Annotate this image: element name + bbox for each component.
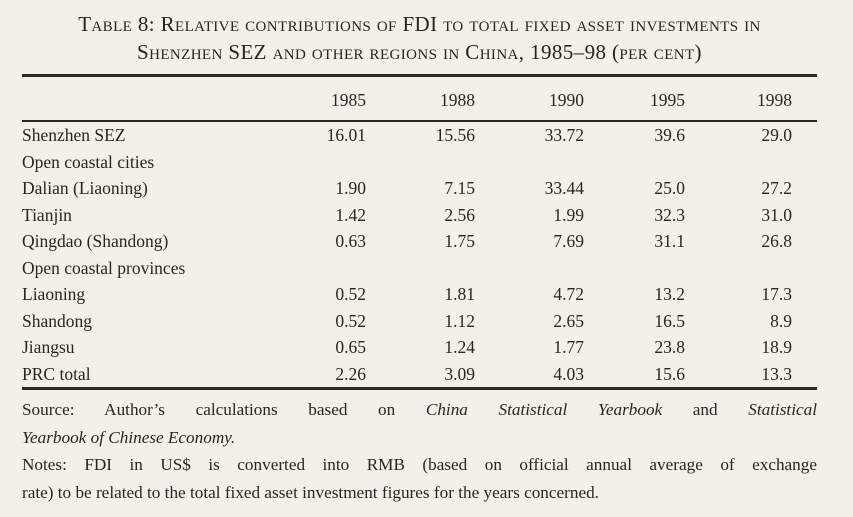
table-title-line2: Shenzhen SEZ and other regions in China,… — [137, 40, 702, 64]
table-row: Jiangsu 0.65 1.24 1.77 23.8 18.9 — [22, 334, 792, 361]
cell-value: 16.5 — [654, 310, 685, 331]
row-label: Jiangsu — [22, 337, 75, 357]
cell-value: 2.56 — [444, 204, 475, 225]
table-row: Liaoning 0.52 1.81 4.72 13.2 17.3 — [22, 281, 792, 308]
cell-value: 31.0 — [761, 204, 792, 225]
cell-value: 16.01 — [326, 125, 366, 145]
year-column-header: 1990 — [549, 89, 584, 110]
cell-value: 0.65 — [335, 337, 366, 357]
year-column-header: 1988 — [440, 89, 475, 110]
table-title: Table 8: Relative contributions of FDI t… — [22, 10, 817, 66]
cell-value: 2.65 — [553, 310, 584, 331]
data-table: 1985 1988 1990 1995 1998 Shenzhen SEZ 16.… — [22, 77, 817, 390]
table-row: Dalian (Liaoning) 1.90 7.15 33.44 25.0 27.2 — [22, 175, 792, 202]
cell-value — [685, 255, 792, 282]
source-text: and — [662, 400, 749, 419]
year-column-header: 1995 — [650, 89, 685, 110]
cell-value — [475, 149, 584, 176]
cell-value — [475, 255, 584, 282]
cell-value: 25.0 — [654, 178, 685, 198]
table-top-rule — [22, 74, 817, 77]
cell-value: 4.03 — [553, 363, 584, 384]
cell-value — [584, 149, 685, 176]
source-text: Source: Author’s calculations based on — [22, 400, 426, 419]
scanned-paper-page: Table 8: Relative contributions of FDI t… — [22, 10, 817, 506]
cell-value: 4.72 — [553, 284, 584, 304]
cell-value — [366, 255, 475, 282]
source-line: Yearbook of Chinese Economy. — [22, 424, 817, 452]
notes-paragraph: Notes: FDI in US$ is converted into RMB … — [22, 451, 817, 506]
cell-value — [685, 149, 792, 176]
cell-value: 1.42 — [335, 204, 366, 225]
row-label: PRC total — [22, 363, 91, 384]
table-row: Tianjin 1.42 2.56 1.99 32.3 31.0 — [22, 202, 792, 229]
cell-value: 39.6 — [654, 125, 685, 145]
cell-value: 1.75 — [444, 231, 475, 251]
source-line: Source: Author’s calculations based on C… — [22, 396, 817, 424]
notes-line: rate) to be related to the total fixed a… — [22, 482, 599, 502]
cell-value: 1.77 — [553, 337, 584, 357]
cell-value: 17.3 — [761, 284, 792, 304]
empty-header-cell — [22, 113, 292, 120]
source-italic-text: Yearbook of Chinese Economy. — [22, 427, 236, 447]
cell-value: 1.99 — [553, 204, 584, 225]
cell-value: 0.52 — [335, 284, 366, 304]
table-row: Qingdao (Shandong) 0.63 1.75 7.69 31.1 26.8 — [22, 228, 792, 255]
row-label: Shenzhen SEZ — [22, 125, 126, 145]
cell-value: 2.26 — [335, 363, 366, 384]
cell-value: 0.63 — [335, 231, 366, 251]
cell-value: 33.72 — [544, 125, 584, 145]
cell-value: 1.81 — [444, 284, 475, 304]
table-row: Shenzhen SEZ 16.01 15.56 33.72 39.6 29.0 — [22, 122, 792, 149]
cell-value — [584, 255, 685, 282]
cell-value: 29.0 — [761, 125, 792, 145]
table-title-line1: Table 8: Relative contributions of FDI t… — [78, 12, 761, 36]
table-bottom-rule — [22, 387, 817, 390]
cell-value: 15.6 — [654, 363, 685, 384]
cell-value: 13.3 — [761, 363, 792, 384]
cell-value: 23.8 — [654, 337, 685, 357]
table-row: Open coastal cities — [22, 149, 792, 176]
cell-value: 15.56 — [435, 125, 475, 145]
table-body: Shenzhen SEZ 16.01 15.56 33.72 39.6 29.0 Open … — [22, 122, 817, 387]
header-rule — [22, 120, 817, 122]
table-row: Open coastal provinces — [22, 255, 792, 282]
cell-value: 27.2 — [761, 178, 792, 198]
row-label: Dalian (Liaoning) — [22, 178, 148, 198]
cell-value: 1.24 — [444, 337, 475, 357]
table-row: PRC total 2.26 3.09 4.03 15.6 13.3 — [22, 361, 792, 388]
cell-value: 13.2 — [654, 284, 685, 304]
cell-value: 26.8 — [761, 231, 792, 251]
cell-value — [366, 149, 475, 176]
row-label: Liaoning — [22, 284, 86, 304]
year-column-header: 1985 — [331, 89, 366, 110]
cell-value: 1.90 — [335, 178, 366, 198]
cell-value — [292, 149, 366, 176]
table-header-row: 1985 1988 1990 1995 1998 — [22, 77, 792, 120]
row-label: Open coastal cities — [22, 151, 155, 172]
notes-line: Notes: FDI in US$ is converted into RMB … — [22, 455, 817, 474]
cell-value: 0.52 — [335, 310, 366, 331]
cell-value: 8.9 — [770, 310, 792, 331]
row-label: Qingdao (Shandong) — [22, 231, 169, 251]
cell-value: 31.1 — [654, 231, 685, 251]
row-label: Open coastal provinces — [22, 257, 186, 278]
row-label: Shandong — [22, 310, 92, 331]
cell-value: 32.3 — [654, 204, 685, 225]
year-column-header: 1998 — [757, 89, 792, 110]
cell-value: 33.44 — [544, 178, 584, 198]
cell-value: 18.9 — [761, 337, 792, 357]
row-label: Tianjin — [22, 204, 72, 225]
source-italic-text: China Statistical Yearbook — [425, 400, 663, 419]
cell-value: 7.69 — [553, 231, 584, 251]
cell-value: 3.09 — [444, 363, 475, 384]
source-italic-text: Statistical — [748, 400, 817, 419]
cell-value: 7.15 — [444, 178, 475, 198]
cell-value — [292, 255, 366, 282]
source-note: Source: Author’s calculations based on C… — [22, 396, 817, 451]
table-row: Shandong 0.52 1.12 2.65 16.5 8.9 — [22, 308, 792, 335]
cell-value: 1.12 — [444, 310, 475, 331]
